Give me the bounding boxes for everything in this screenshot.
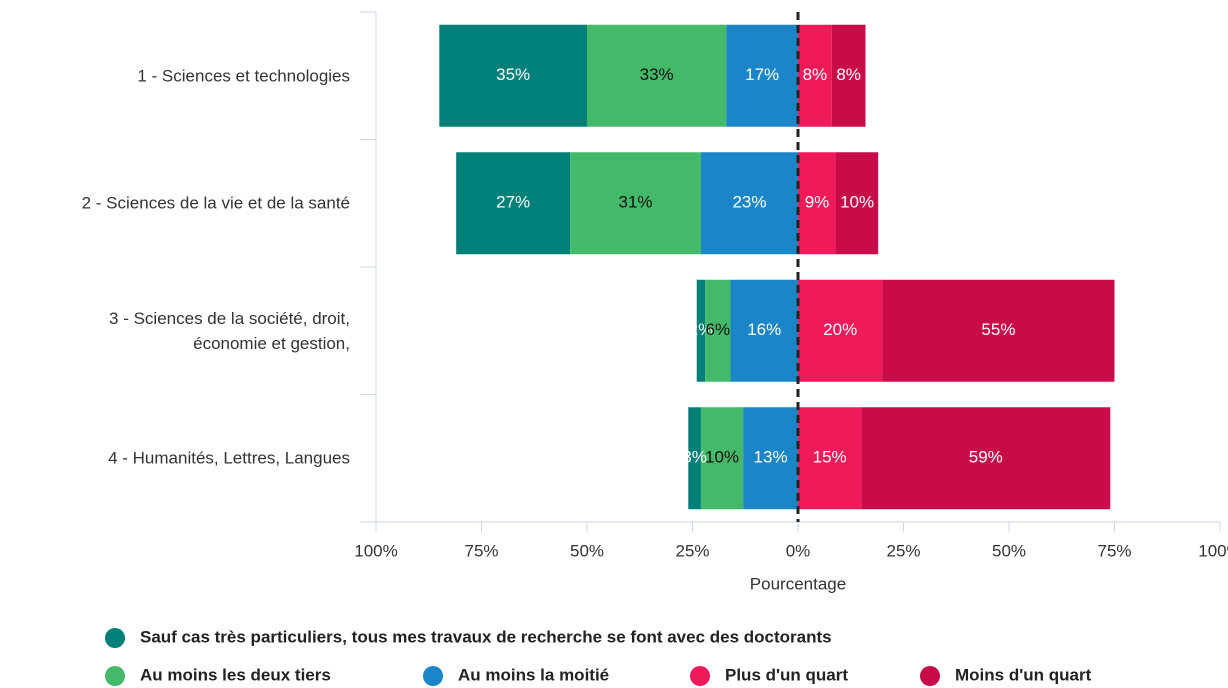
- data-label: 17%: [745, 65, 779, 84]
- data-label: 3%: [682, 448, 707, 467]
- category-label: 3 - Sciences de la société, droit, écono…: [109, 308, 350, 353]
- bar-segment: [587, 24, 727, 127]
- legend-label: Moins d'un quart: [955, 665, 1092, 684]
- data-label: 10%: [705, 448, 739, 467]
- x-tick-label: 100%: [354, 541, 397, 560]
- legend-marker: [690, 666, 710, 686]
- x-tick-label: 100%: [1198, 541, 1228, 560]
- legend-marker: [105, 628, 125, 648]
- data-label: 10%: [840, 193, 874, 212]
- data-label: 9%: [805, 193, 830, 212]
- x-tick-label: 50%: [992, 541, 1026, 560]
- data-label: 35%: [496, 65, 530, 84]
- category-label: 4 - Humanités, Lettres, Langues: [108, 448, 350, 468]
- data-label: 23%: [732, 193, 766, 212]
- x-axis-label: Pourcentage: [750, 574, 846, 593]
- bar-segment: [861, 407, 1111, 510]
- legend-label: Au moins les deux tiers: [140, 665, 331, 684]
- bar-segment: [456, 152, 571, 255]
- data-label: 59%: [969, 448, 1003, 467]
- bar-segment: [882, 279, 1115, 382]
- x-tick-label: 75%: [464, 541, 498, 560]
- data-label: 8%: [803, 65, 828, 84]
- data-label: 16%: [747, 320, 781, 339]
- bar-segment: [730, 279, 798, 382]
- data-label: 6%: [706, 320, 731, 339]
- bar-segment: [831, 24, 866, 127]
- bar-segment: [743, 407, 798, 510]
- category-label: 1 - Sciences et technologies: [137, 66, 350, 86]
- legend-label: Sauf cas très particuliers, tous mes tra…: [140, 627, 832, 646]
- bar-segment: [835, 152, 879, 255]
- bar-segment: [570, 152, 701, 255]
- data-label: 27%: [496, 193, 530, 212]
- x-tick-label: 25%: [886, 541, 920, 560]
- data-label: 31%: [619, 193, 653, 212]
- data-label: 55%: [981, 320, 1015, 339]
- bar-segment: [798, 24, 832, 127]
- data-label: 20%: [823, 320, 857, 339]
- x-tick-label: 25%: [675, 541, 709, 560]
- bar-segment: [726, 24, 798, 127]
- bar-segment: [798, 407, 862, 510]
- data-label: 8%: [836, 65, 861, 84]
- data-label: 33%: [640, 65, 674, 84]
- bar-segment: [696, 279, 706, 382]
- x-tick-label: 75%: [1097, 541, 1131, 560]
- bar-segment: [798, 152, 836, 255]
- bar-segment: [798, 279, 883, 382]
- bar-segment: [705, 279, 731, 382]
- bar-segment: [700, 407, 744, 510]
- x-tick-label: 0%: [786, 541, 811, 560]
- legend-marker: [105, 666, 125, 686]
- legend-label: Plus d'un quart: [725, 665, 848, 684]
- data-label: 15%: [813, 448, 847, 467]
- legend-marker: [920, 666, 940, 686]
- data-label: 13%: [754, 448, 788, 467]
- legend-label: Au moins la moitié: [458, 665, 609, 684]
- bar-segment: [688, 407, 701, 510]
- legend-marker: [423, 666, 443, 686]
- category-label: 2 - Sciences de la vie et de la santé: [81, 193, 350, 213]
- bar-segment: [700, 152, 798, 255]
- x-tick-label: 50%: [570, 541, 604, 560]
- bar-segment: [439, 24, 587, 127]
- data-label: 2%: [689, 320, 714, 339]
